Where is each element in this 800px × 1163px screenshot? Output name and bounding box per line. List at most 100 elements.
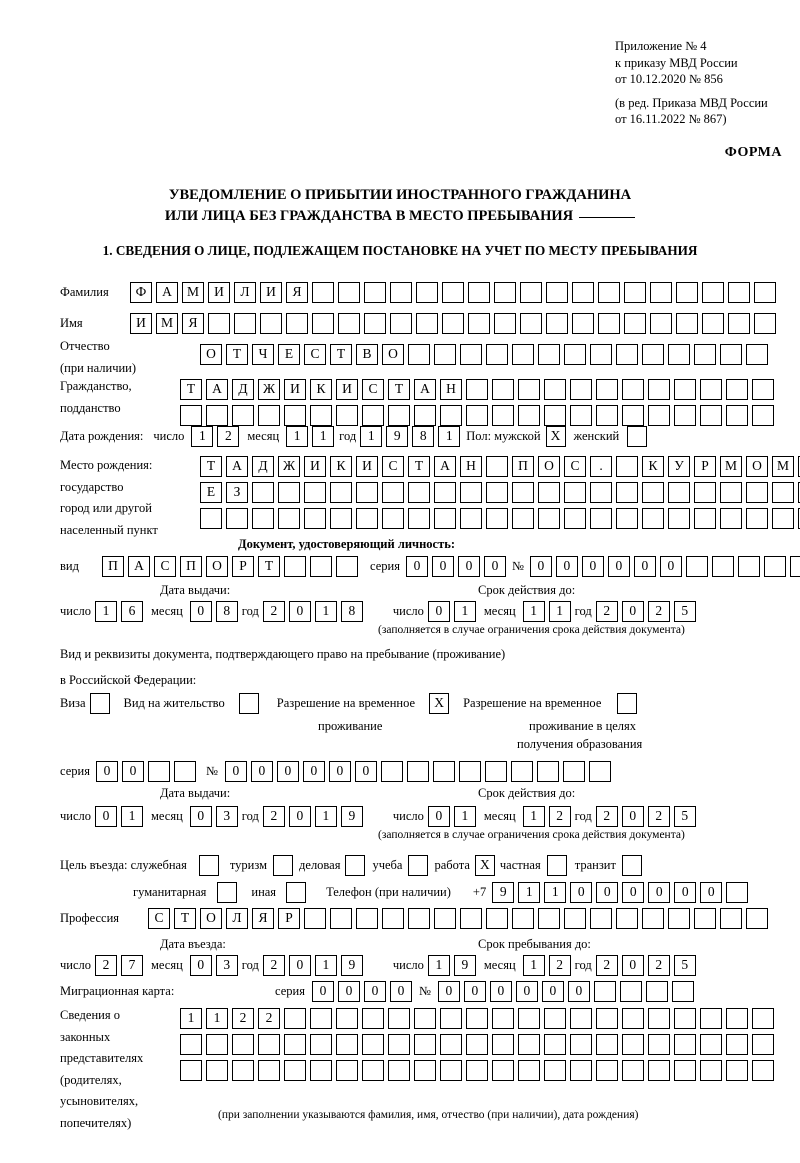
grid-cell[interactable]: А [226, 456, 248, 477]
grid-cell[interactable]: 3 [215, 806, 238, 827]
grid-cell[interactable]: 0 [121, 761, 144, 782]
grid-cell[interactable] [258, 405, 280, 426]
grid-cell[interactable]: Н [440, 379, 462, 400]
grid-cell[interactable]: С [154, 556, 176, 577]
grid-cell[interactable]: Я [286, 282, 308, 303]
grid-cell[interactable] [408, 482, 430, 503]
grid-cell[interactable] [676, 313, 698, 334]
grid-cell[interactable] [694, 508, 716, 529]
grid-cell[interactable]: К [642, 456, 664, 477]
grid-cell[interactable]: 0 [541, 981, 564, 1002]
grid-cell[interactable]: 1 [427, 955, 450, 976]
grid-cell[interactable] [226, 508, 248, 529]
grid-cell[interactable]: М [182, 282, 204, 303]
grid-cell[interactable] [390, 313, 412, 334]
grid-cell[interactable] [564, 482, 586, 503]
grid-cell[interactable] [362, 1060, 384, 1081]
grid-cell[interactable]: 0 [607, 556, 630, 577]
purpose-humanitarian-checkbox[interactable] [217, 882, 238, 903]
grid-cell[interactable] [484, 761, 507, 782]
grid-cell[interactable] [336, 405, 358, 426]
grid-cell[interactable] [645, 981, 668, 1002]
grid-cell[interactable]: 0 [389, 981, 412, 1002]
grid-cell[interactable] [598, 282, 620, 303]
grid-cell[interactable] [544, 1034, 566, 1055]
grid-cell[interactable]: Т [408, 456, 430, 477]
grid-cell[interactable] [590, 908, 612, 929]
grid-cell[interactable] [486, 908, 508, 929]
grid-cell[interactable]: П [512, 456, 534, 477]
grid-cell[interactable]: О [746, 456, 768, 477]
grid-cell[interactable] [619, 981, 642, 1002]
grid-cell[interactable] [408, 344, 430, 365]
grid-cell[interactable] [596, 1060, 618, 1081]
grid-cell[interactable]: О [538, 456, 560, 477]
grid-cell[interactable] [284, 1034, 306, 1055]
grid-cell[interactable]: Р [232, 556, 254, 577]
grid-cell[interactable]: О [200, 344, 222, 365]
grid-cell[interactable]: Т [258, 556, 280, 577]
grid-cell[interactable] [544, 1060, 566, 1081]
grid-cell[interactable] [460, 908, 482, 929]
grid-cell[interactable] [674, 1060, 696, 1081]
grid-cell[interactable] [700, 1060, 722, 1081]
grid-cell[interactable] [570, 1034, 592, 1055]
grid-cell[interactable]: 0 [189, 806, 212, 827]
grid-cell[interactable]: И [260, 282, 282, 303]
grid-cell[interactable] [700, 405, 722, 426]
grid-cell[interactable] [789, 556, 800, 577]
grid-cell[interactable] [486, 482, 508, 503]
grid-cell[interactable]: 1 [453, 601, 476, 622]
grid-cell[interactable] [408, 908, 430, 929]
grid-cell[interactable]: 0 [596, 882, 619, 903]
grid-cell[interactable]: 0 [288, 806, 311, 827]
grid-cell[interactable] [180, 1060, 202, 1081]
grid-cell[interactable]: И [336, 379, 358, 400]
grid-cell[interactable] [364, 282, 386, 303]
grid-cell[interactable] [512, 908, 534, 929]
grid-cell[interactable] [642, 908, 664, 929]
grid-cell[interactable] [494, 282, 516, 303]
grid-cell[interactable] [694, 482, 716, 503]
grid-cell[interactable]: З [226, 482, 248, 503]
grid-cell[interactable] [362, 1034, 384, 1055]
purpose-service-checkbox[interactable] [198, 855, 219, 876]
grid-cell[interactable]: Т [180, 379, 202, 400]
grid-cell[interactable] [746, 482, 768, 503]
grid-cell[interactable] [466, 405, 488, 426]
grid-cell[interactable] [616, 482, 638, 503]
grid-cell[interactable]: 0 [95, 806, 118, 827]
grid-cell[interactable]: 1 [548, 601, 571, 622]
grid-cell[interactable] [252, 508, 274, 529]
grid-cell[interactable] [284, 556, 306, 577]
grid-cell[interactable] [622, 1008, 644, 1029]
grid-cell[interactable] [674, 1034, 696, 1055]
grid-cell[interactable] [700, 1034, 722, 1055]
grid-cell[interactable] [206, 1034, 228, 1055]
grid-cell[interactable] [442, 282, 464, 303]
grid-cell[interactable]: 0 [674, 882, 697, 903]
grid-cell[interactable]: 1 [360, 426, 383, 447]
grid-cell[interactable] [510, 761, 533, 782]
grid-cell[interactable]: 2 [262, 806, 285, 827]
grid-cell[interactable]: 0 [437, 981, 460, 1002]
grid-cell[interactable] [596, 379, 618, 400]
grid-cell[interactable]: Я [182, 313, 204, 334]
grid-cell[interactable] [746, 344, 768, 365]
grid-cell[interactable] [668, 344, 690, 365]
grid-cell[interactable]: 1 [314, 806, 337, 827]
grid-cell[interactable] [570, 1060, 592, 1081]
grid-cell[interactable]: 1 [522, 806, 545, 827]
grid-cell[interactable] [180, 1034, 202, 1055]
grid-cell[interactable] [414, 405, 436, 426]
grid-cell[interactable]: Р [694, 456, 716, 477]
grid-cell[interactable] [278, 508, 300, 529]
sex-female-checkbox[interactable] [627, 426, 648, 447]
grid-cell[interactable]: 2 [95, 955, 118, 976]
